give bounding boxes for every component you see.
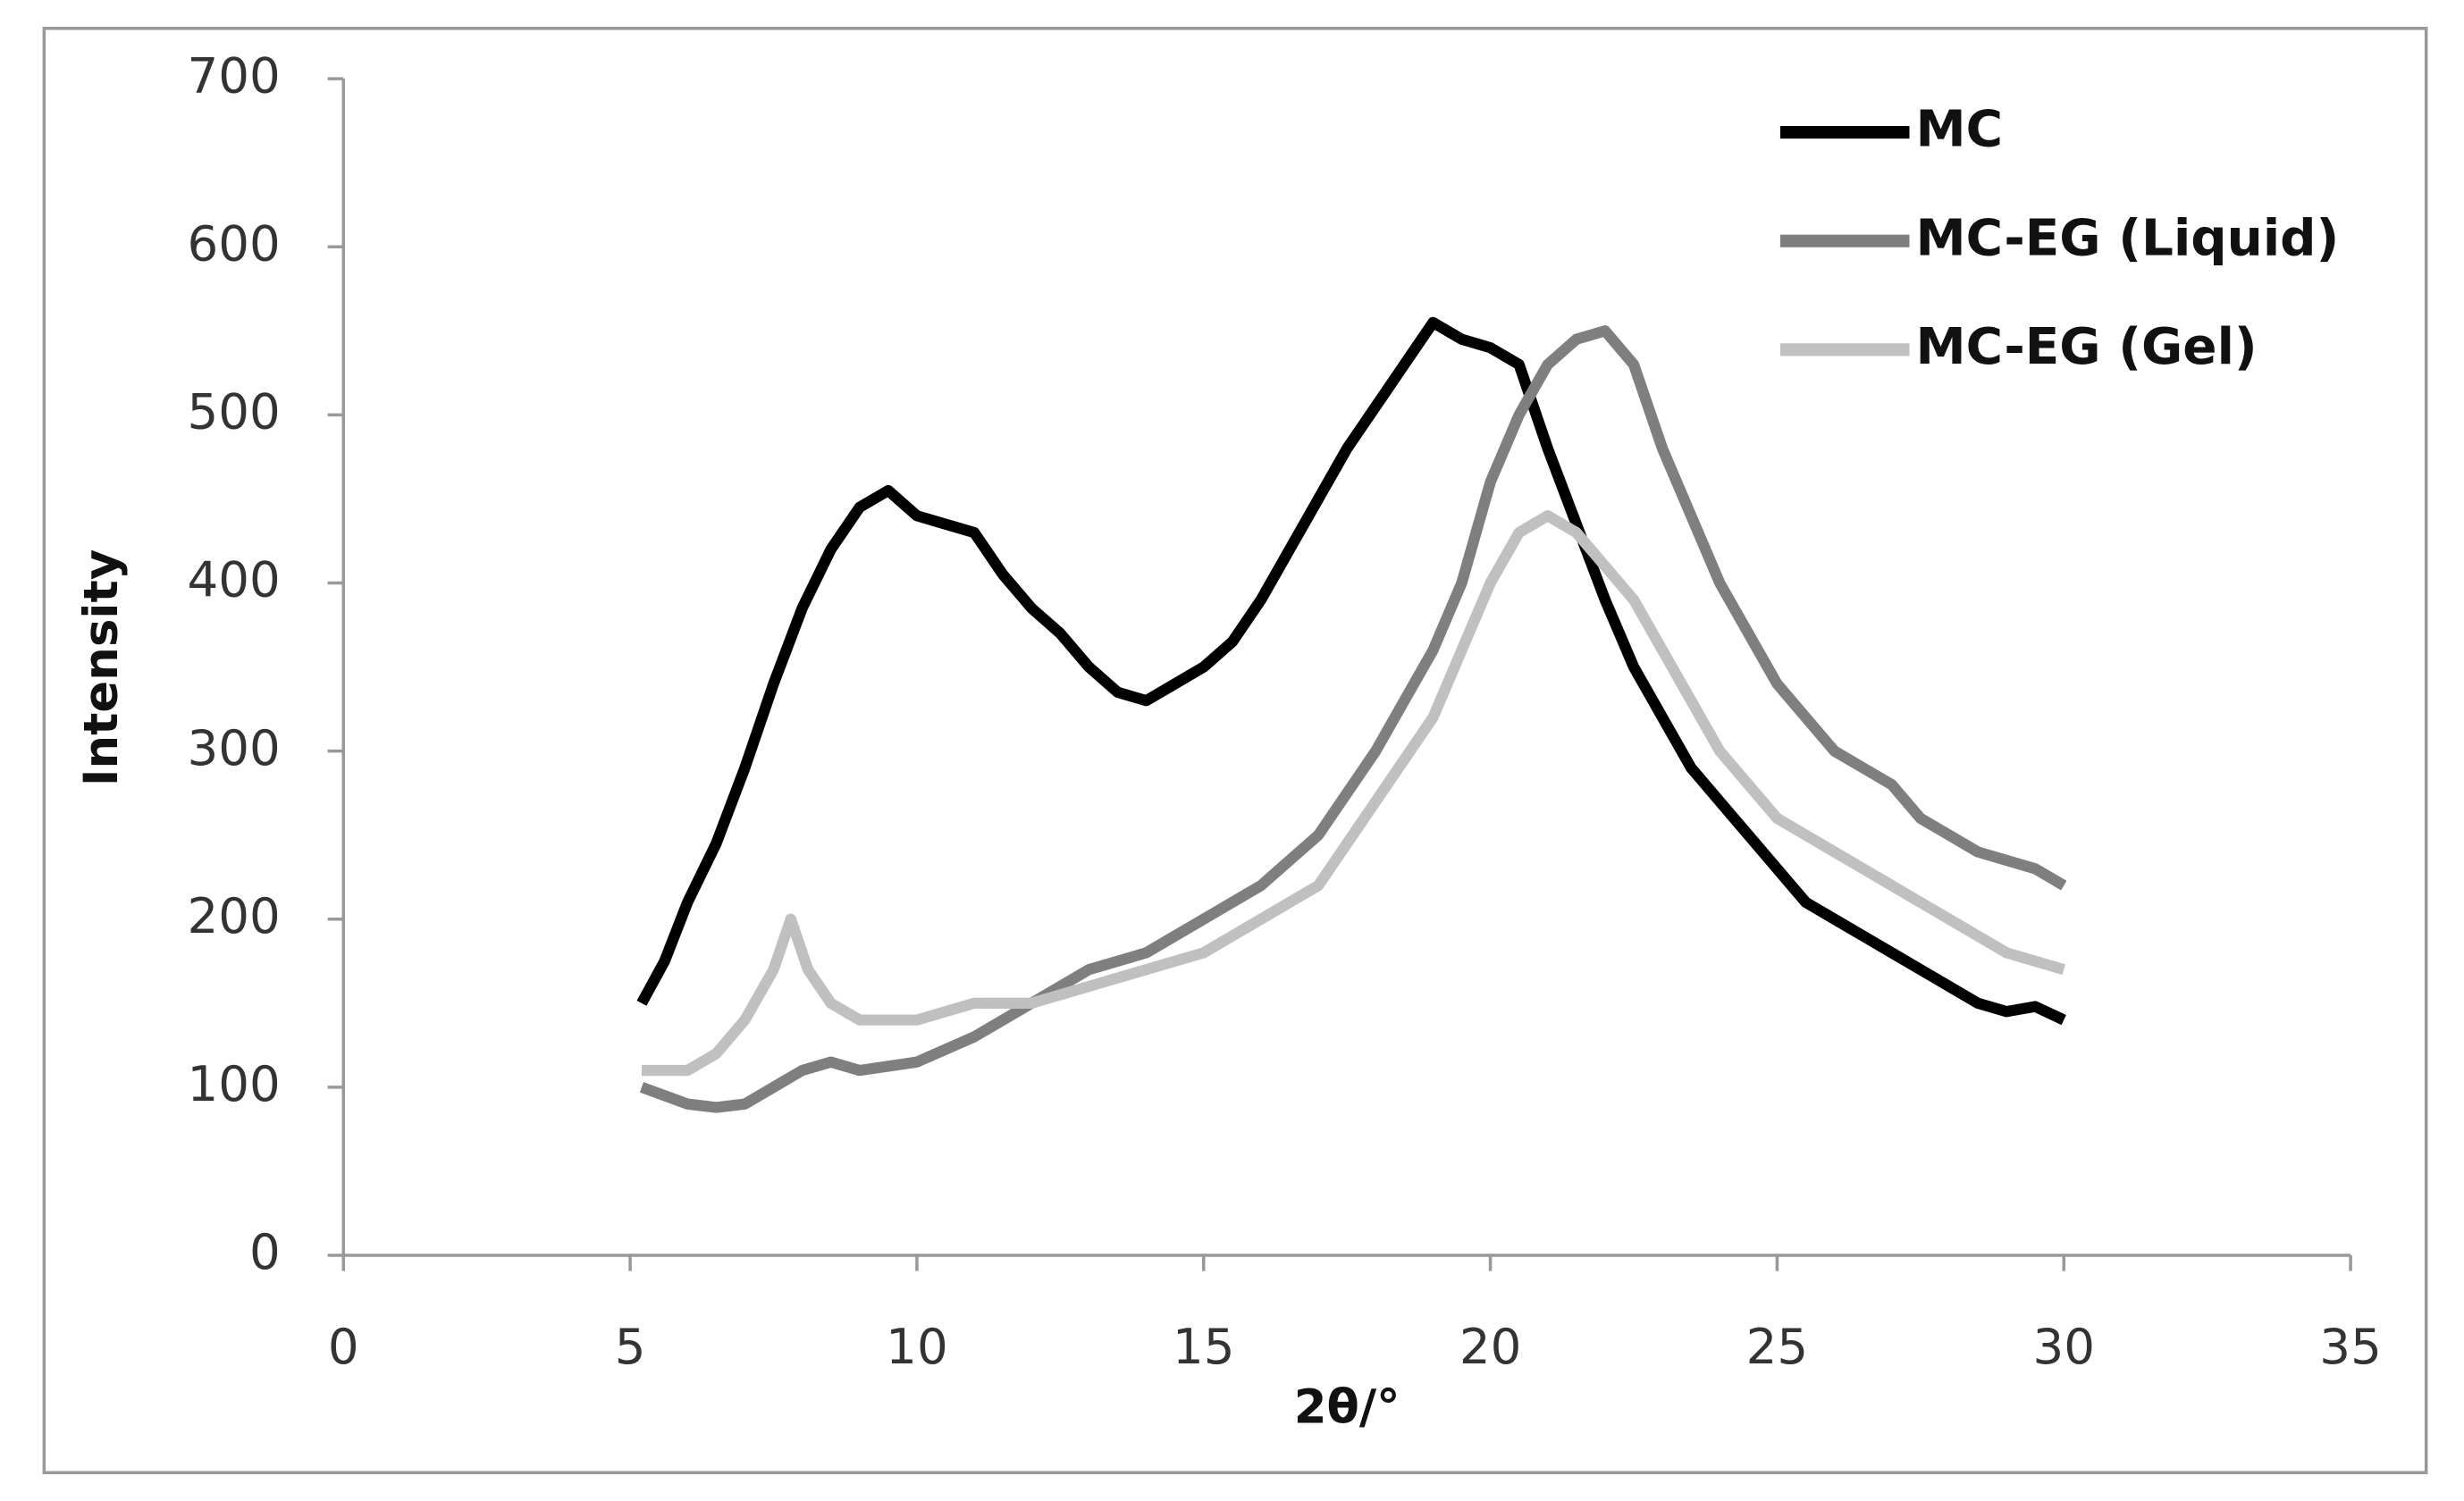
legend-label: MC-EG (Gel) (1916, 318, 2258, 376)
y-tick-label: 200 (188, 887, 281, 944)
x-tick-label: 0 (328, 1318, 359, 1375)
y-axis-label: Intensity (74, 549, 129, 786)
y-tick-label: 100 (188, 1055, 281, 1112)
y-tick-label: 400 (188, 551, 281, 608)
x-tick-label: 20 (1459, 1318, 1522, 1375)
legend-label: MC-EG (Liquid) (1916, 209, 2340, 267)
y-tick-label: 0 (249, 1223, 281, 1280)
series-line (639, 325, 2067, 1113)
chart-border (42, 26, 2428, 1475)
x-axis-label: 2θ/° (1294, 1379, 1400, 1434)
series-line (641, 510, 2065, 1077)
x-tick-label: 10 (886, 1318, 948, 1375)
y-tick-label: 300 (188, 719, 281, 776)
x-tick-label: 25 (1746, 1318, 1809, 1375)
legend-label: MC (1916, 101, 2004, 159)
x-tick-label: 35 (2319, 1318, 2382, 1375)
x-tick-label: 5 (615, 1318, 646, 1375)
x-tick-label: 15 (1173, 1318, 1235, 1375)
series-line (636, 316, 2066, 1026)
x-tick-label: 30 (2032, 1318, 2095, 1375)
y-tick-label: 700 (188, 46, 281, 104)
y-tick-label: 500 (188, 383, 281, 440)
y-tick-label: 600 (188, 214, 281, 272)
